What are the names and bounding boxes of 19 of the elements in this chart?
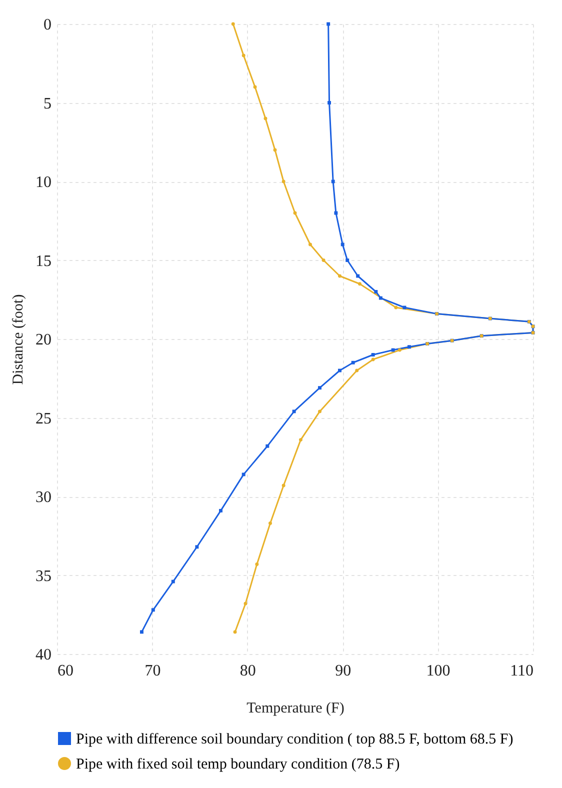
y-tick-label: 5 [44,95,52,112]
y-tick-label: 35 [36,568,52,585]
y-tick-label: 30 [36,489,52,506]
legend-label: Pipe with fixed soil temp boundary condition (78.5 F) [76,756,400,772]
y-axis-title: Distance (foot) [10,294,26,385]
legend-label: Pipe with difference soil boundary condition ( top 88.5 F, bottom 68.5 F) [76,732,514,748]
y-tick-label: 15 [36,252,52,270]
y-tick-label: 40 [36,646,52,664]
y-tick-label: 20 [36,332,52,348]
x-tick-label: 80 [240,662,256,680]
x-tick-label: 70 [144,662,161,680]
x-tick-label: 90 [335,662,352,680]
y-tick-label: 25 [36,410,52,428]
x-axis-title: Temperature (F) [246,700,344,716]
y-tick-label: 10 [36,174,52,191]
x-tick-label: 100 [426,662,450,680]
y-tick-label: 0 [44,16,52,34]
x-tick-label: 110 [510,662,534,680]
x-tick-label: 60 [58,662,74,680]
